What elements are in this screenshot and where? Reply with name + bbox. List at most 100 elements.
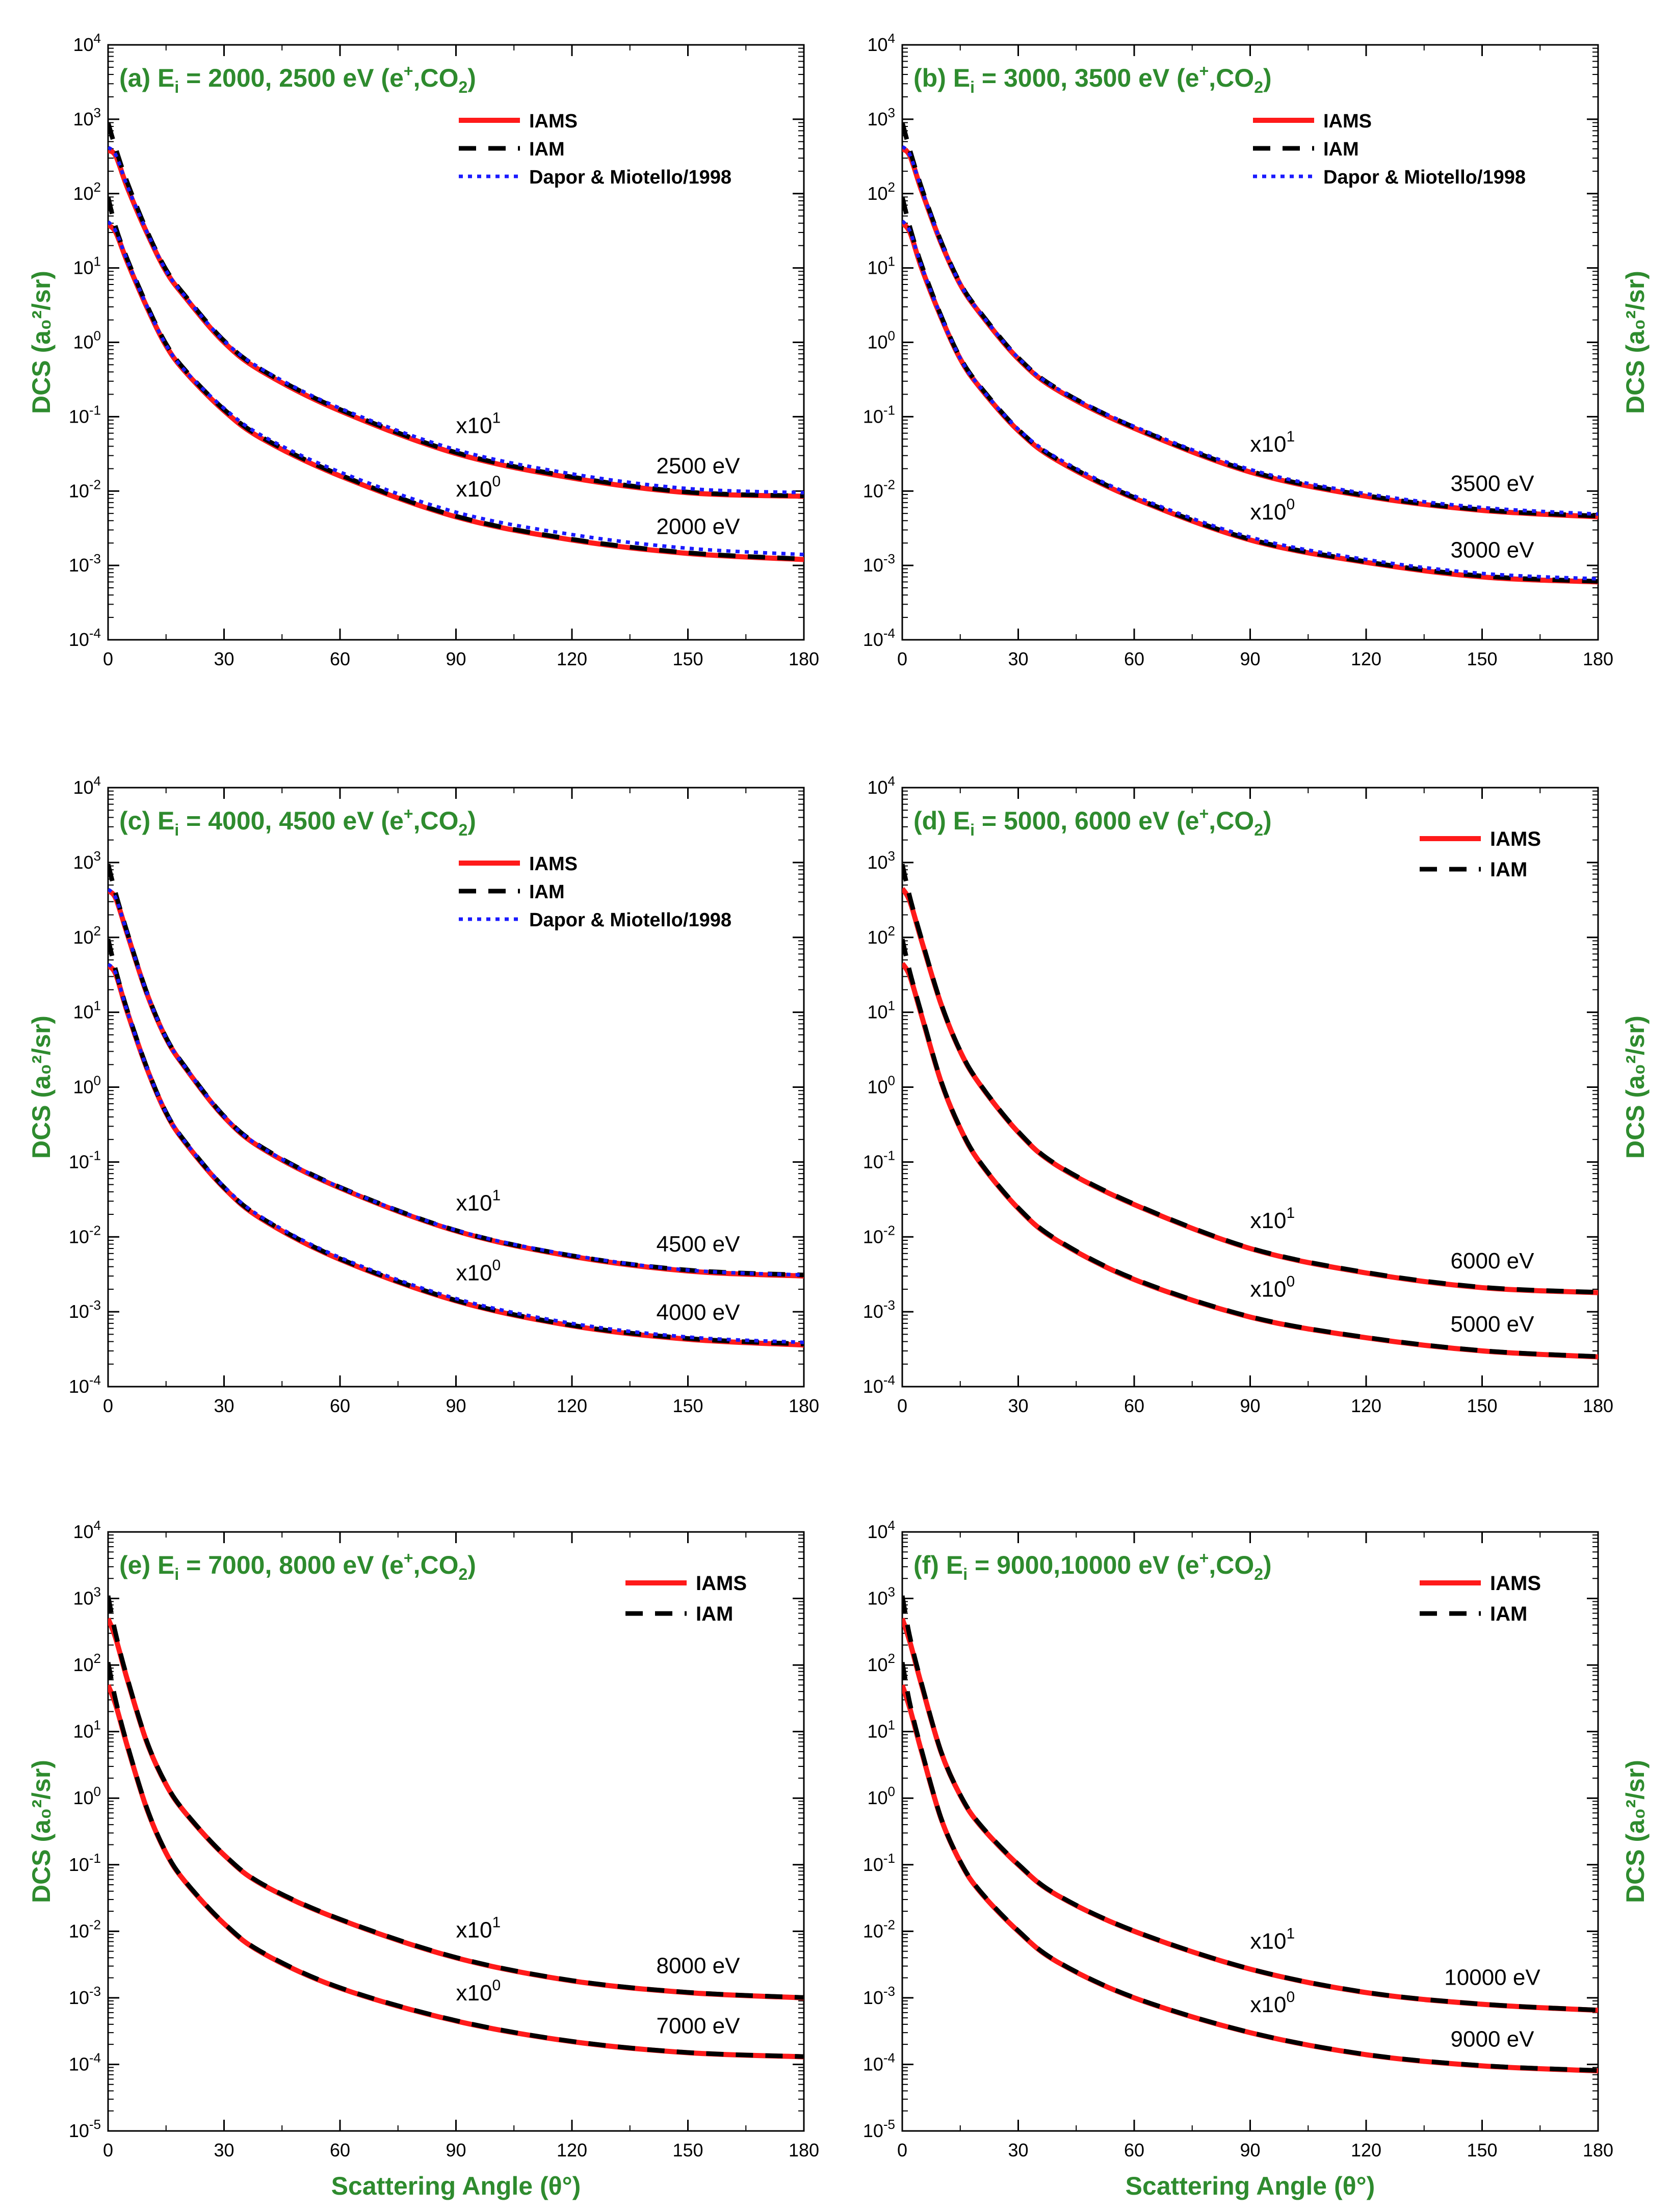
series-iams-lower bbox=[108, 964, 804, 1348]
x-tick-label: 60 bbox=[330, 648, 350, 669]
legend-label-dapor: Dapor & Miotello/1998 bbox=[529, 167, 731, 188]
series-group bbox=[108, 122, 804, 562]
series-iams-upper bbox=[902, 146, 1598, 519]
energy-label-upper: 10000 eV bbox=[1444, 1965, 1540, 1990]
series-iam-lower bbox=[902, 196, 1598, 584]
y-tick-label: 100 bbox=[73, 1073, 101, 1098]
y-tick-label: 10-4 bbox=[863, 1372, 895, 1397]
legend-label-iams: IAMS bbox=[1323, 111, 1372, 132]
x-tick-label: 150 bbox=[1467, 2140, 1497, 2161]
x-tick-label: 0 bbox=[897, 648, 907, 669]
x-tick-label: 60 bbox=[1124, 2140, 1144, 2161]
legend-label-dapor: Dapor & Miotello/1998 bbox=[529, 909, 731, 931]
y-tick-label: 100 bbox=[867, 1784, 895, 1808]
energy-label-lower: 5000 eV bbox=[1451, 1312, 1535, 1337]
x-tick-label: 0 bbox=[103, 2140, 113, 2161]
x-tick-label: 150 bbox=[672, 648, 703, 669]
y-axis-label: DCS (a₀²/sr) bbox=[1621, 271, 1650, 414]
y-tick-label: 103 bbox=[867, 848, 895, 873]
y-tick-label: 10-1 bbox=[69, 402, 101, 427]
multiplier-lower: x100 bbox=[1250, 1989, 1295, 2017]
y-tick-label: 100 bbox=[867, 328, 895, 353]
multiplier-lower: x100 bbox=[1250, 496, 1295, 525]
y-tick-label: 10-2 bbox=[863, 477, 895, 501]
y-tick-label: 10-2 bbox=[69, 477, 101, 501]
legend-label-iams: IAMS bbox=[1490, 1572, 1541, 1595]
chart-panel-f: 10-5 10-4 10-3 10-2 10-1 100 101 102 103 104 0 30 60… bbox=[863, 1518, 1650, 2200]
series-dapor-lower bbox=[902, 219, 1598, 581]
multiplier-lower: x100 bbox=[456, 473, 501, 502]
y-tick-label: 10-4 bbox=[69, 2050, 101, 2074]
y-tick-label: 10-3 bbox=[863, 1984, 895, 2008]
y-tick-label: 10-4 bbox=[69, 1372, 101, 1397]
series-iam-lower bbox=[902, 938, 1598, 1359]
x-tick-label: 150 bbox=[1467, 648, 1497, 669]
y-tick-label: 101 bbox=[867, 254, 895, 278]
chart-panel-a: 10-4 10-3 10-2 10-1 100 101 102 103 104 0 30 60 90 12… bbox=[27, 31, 819, 669]
x-tick-label: 0 bbox=[897, 1395, 907, 1416]
energy-label-lower: 7000 eV bbox=[657, 2013, 741, 2038]
x-tick-label: 0 bbox=[897, 2140, 907, 2161]
series-iams-lower bbox=[108, 223, 804, 562]
y-tick-label: 104 bbox=[73, 1518, 101, 1542]
chart-panel-d: 10-4 10-3 10-2 10-1 100 101 102 103 104 0 30 60 90 12… bbox=[863, 773, 1650, 1416]
y-tick-label: 10-2 bbox=[69, 1917, 101, 1941]
y-tick-label: 103 bbox=[73, 105, 101, 129]
x-tick-label: 150 bbox=[672, 1395, 703, 1416]
legend-label-iams: IAMS bbox=[1490, 828, 1541, 850]
x-tick-label: 120 bbox=[557, 2140, 587, 2161]
y-tick-label: 10-3 bbox=[69, 551, 101, 576]
y-tick-label: 104 bbox=[73, 31, 101, 55]
series-group bbox=[108, 1595, 804, 2060]
x-tick-label: 90 bbox=[446, 648, 466, 669]
y-tick-label: 101 bbox=[73, 254, 101, 278]
legend-label-iams: IAMS bbox=[529, 111, 578, 132]
series-group bbox=[902, 864, 1598, 1360]
legend-label-iams: IAMS bbox=[696, 1572, 747, 1595]
series-dapor-lower bbox=[108, 962, 804, 1344]
x-tick-label: 60 bbox=[330, 1395, 350, 1416]
x-tick-label: 180 bbox=[1583, 648, 1613, 669]
x-tick-label: 60 bbox=[1124, 1395, 1144, 1416]
energy-label-upper: 3500 eV bbox=[1451, 471, 1535, 496]
legend-label-iam: IAM bbox=[1323, 139, 1359, 160]
y-tick-label: 102 bbox=[73, 1651, 101, 1675]
series-iam-lower bbox=[902, 1661, 1598, 2073]
y-tick-label: 104 bbox=[867, 31, 895, 55]
y-tick-label: 10-1 bbox=[863, 402, 895, 427]
x-tick-label: 90 bbox=[446, 2140, 466, 2161]
series-dapor-upper bbox=[108, 146, 804, 495]
y-tick-label: 104 bbox=[867, 1518, 895, 1542]
x-tick-label: 120 bbox=[557, 648, 587, 669]
y-tick-label: 100 bbox=[867, 1073, 895, 1098]
y-axis-label: DCS (a₀²/sr) bbox=[27, 1016, 56, 1159]
energy-label-lower: 4000 eV bbox=[657, 1300, 741, 1325]
series-iam-lower bbox=[108, 1661, 804, 2059]
chart-panel-b: 10-4 10-3 10-2 10-1 100 101 102 103 104 0 30 60 90 12… bbox=[863, 31, 1650, 669]
x-tick-label: 60 bbox=[1124, 648, 1144, 669]
series-iams-upper bbox=[108, 148, 804, 499]
multiplier-upper: x101 bbox=[1250, 428, 1295, 457]
y-tick-label: 10-1 bbox=[863, 1148, 895, 1172]
panel-title: (f) Ei = 9000,10000 eV (e+,CO2) bbox=[913, 1549, 1272, 1583]
y-tick-label: 10-5 bbox=[69, 2117, 101, 2141]
x-tick-label: 150 bbox=[1467, 1395, 1497, 1416]
legend-label-dapor: Dapor & Miotello/1998 bbox=[1323, 167, 1526, 188]
legend-label-iam: IAM bbox=[529, 139, 565, 160]
chart-panel-e: 10-5 10-4 10-3 10-2 10-1 100 101 102 103 104 0 30 60… bbox=[27, 1518, 819, 2200]
y-tick-label: 104 bbox=[73, 773, 101, 798]
series-iam-upper bbox=[108, 1595, 804, 2000]
multiplier-upper: x101 bbox=[456, 1187, 501, 1216]
y-tick-label: 103 bbox=[73, 848, 101, 873]
y-tick-label: 10-1 bbox=[69, 1148, 101, 1172]
x-tick-label: 0 bbox=[103, 648, 113, 669]
y-tick-label: 10-4 bbox=[863, 626, 895, 650]
y-tick-label: 10-1 bbox=[863, 1851, 895, 1875]
energy-label-lower: 3000 eV bbox=[1451, 538, 1535, 563]
y-axis-label: DCS (a₀²/sr) bbox=[1621, 1016, 1650, 1159]
x-tick-label: 90 bbox=[1240, 648, 1260, 669]
x-tick-label: 30 bbox=[214, 648, 234, 669]
x-tick-label: 90 bbox=[1240, 2140, 1260, 2161]
x-tick-label: 90 bbox=[1240, 1395, 1260, 1416]
